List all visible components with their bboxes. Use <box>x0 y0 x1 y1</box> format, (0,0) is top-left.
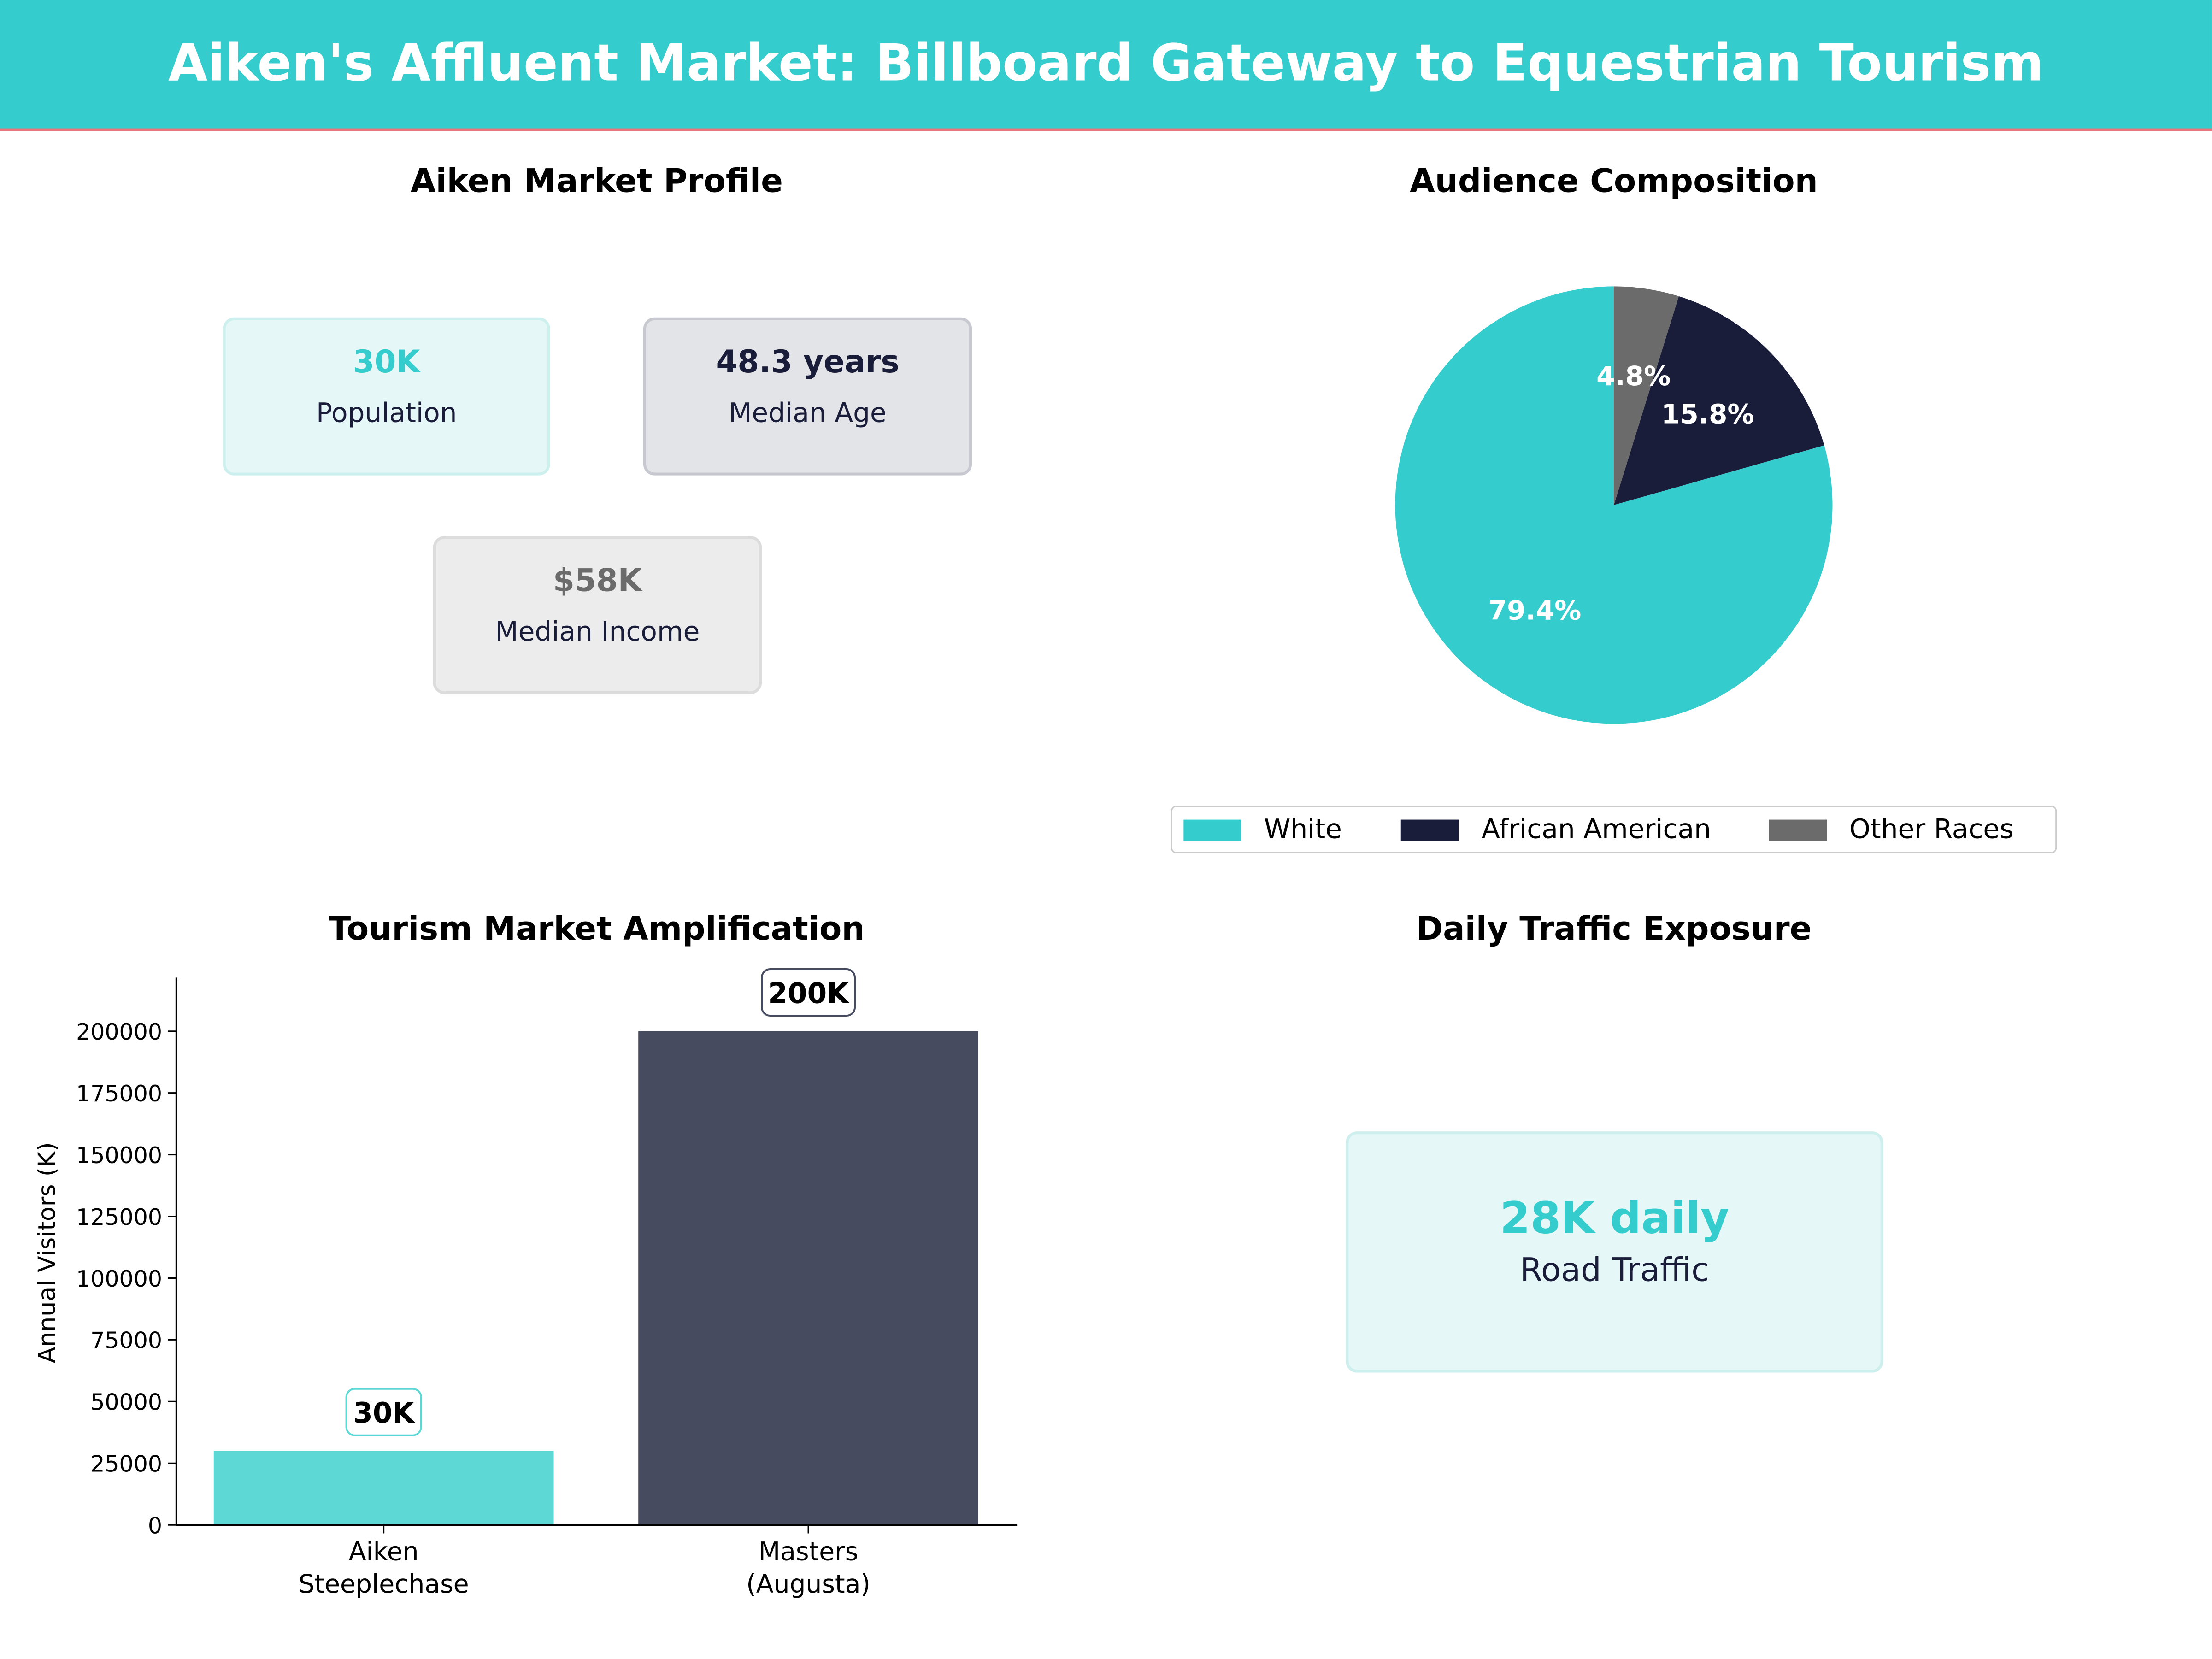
page-title: Aiken's Affluent Market: Billboard Gatew… <box>168 35 2044 94</box>
x-tick-label: Masters <box>759 1537 859 1566</box>
bar <box>213 1451 554 1525</box>
data-label-box <box>345 1388 422 1436</box>
traffic-value: 28K daily <box>1500 1193 1730 1244</box>
pie-slice-african-american <box>1614 296 1824 505</box>
median-age-card: 48.3 years Median Age <box>643 317 972 476</box>
data-label: 200K <box>768 977 850 1010</box>
x-tick-label: (Augusta) <box>746 1569 871 1599</box>
legend-label-african-american: African American <box>1482 814 1712 845</box>
y-tick-label: 0 <box>148 1513 162 1539</box>
pie-slice-other-races <box>1614 286 1679 505</box>
y-tick-label: 50000 <box>90 1389 162 1416</box>
profile-title: Aiken Market Profile <box>410 164 783 200</box>
y-tick-label: 150000 <box>76 1142 162 1169</box>
y-tick-label: 200000 <box>76 1019 162 1045</box>
x-tick-label: Aiken <box>349 1537 419 1566</box>
data-label: 30K <box>353 1397 415 1430</box>
population-label: Population <box>316 398 457 429</box>
pie-legend: White African American Other Races <box>1171 805 2057 854</box>
pie-label-african-american: 15.8% <box>1661 399 1754 430</box>
legend-swatch-other-races <box>1769 819 1827 840</box>
median-income-value: $58K <box>553 564 642 600</box>
x-tick-label: Steeplechase <box>299 1569 469 1599</box>
y-axis-label: Annual Visitors (K) <box>33 1142 61 1363</box>
median-age-value: 48.3 years <box>716 345 900 381</box>
y-tick-label: 25000 <box>90 1451 162 1477</box>
legend-label-white: White <box>1264 814 1342 845</box>
bar-title: Tourism Market Amplification <box>329 911 865 948</box>
pie-title: Audience Composition <box>1410 164 1818 200</box>
legend-label-other-races: Other Races <box>1849 814 2014 845</box>
traffic-label: Road Traffic <box>1520 1253 1709 1289</box>
y-tick-label: 175000 <box>76 1081 162 1107</box>
median-income-label: Median Income <box>495 616 700 648</box>
pie-label-other-races: 4.8% <box>1596 360 1671 392</box>
pie-label-white: 79.4% <box>1488 594 1581 626</box>
traffic-title: Daily Traffic Exposure <box>1416 911 1812 948</box>
pie-slice-white <box>1395 286 1833 724</box>
y-tick-label: 100000 <box>76 1266 162 1292</box>
header-banner: Aiken's Affluent Market: Billboard Gatew… <box>0 0 2212 131</box>
traffic-card: 28K daily Road Traffic <box>1346 1131 1883 1373</box>
population-value: 30K <box>353 345 420 381</box>
bar-chart: 0 25000 50000 75000 100000 125000 150000 175000… <box>33 968 1018 1599</box>
legend-swatch-african-american <box>1401 819 1459 840</box>
legend-swatch-white <box>1183 819 1241 840</box>
bar <box>638 1031 978 1525</box>
data-label-box <box>761 968 856 1017</box>
pie-chart: 79.4% 15.8% 4.8% <box>1395 286 1833 724</box>
median-income-card: $58K Median Income <box>433 536 762 694</box>
median-age-label: Median Age <box>729 398 887 429</box>
y-tick-label: 125000 <box>76 1204 162 1230</box>
y-tick-label: 75000 <box>90 1328 162 1354</box>
population-card: 30K Population <box>223 317 550 476</box>
